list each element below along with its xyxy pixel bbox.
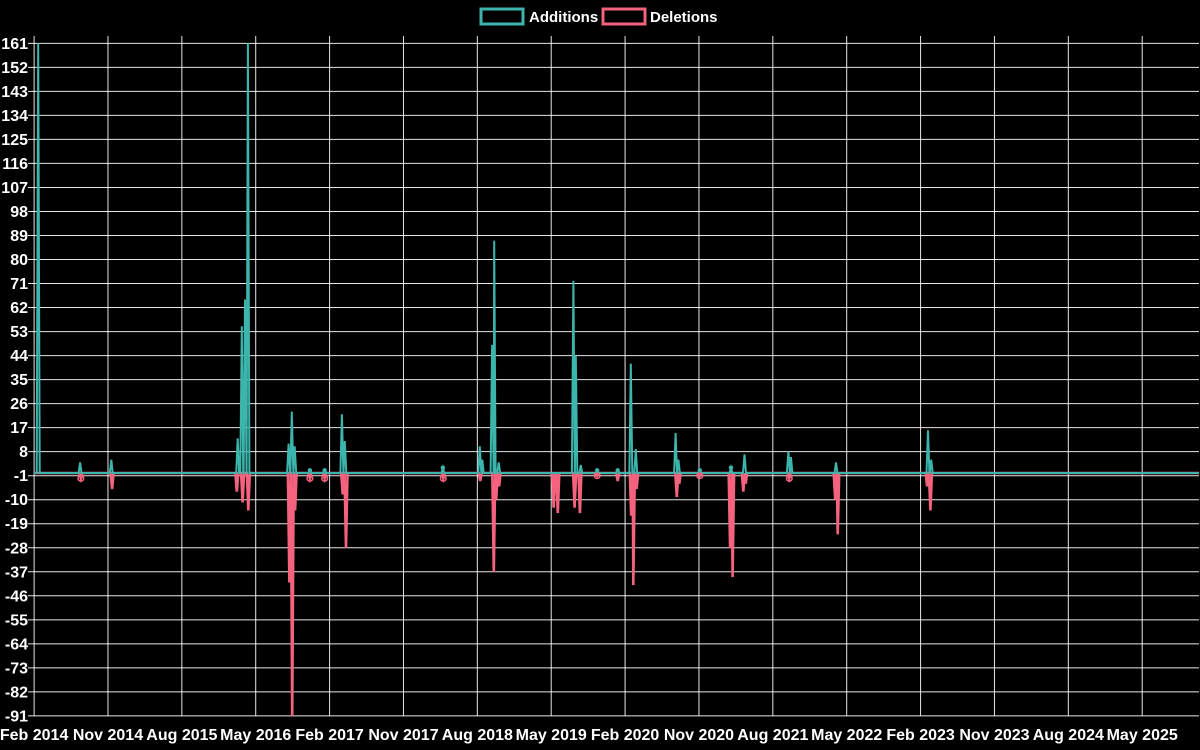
- additions-point-marker: [697, 468, 702, 473]
- additions-point-marker: [322, 468, 327, 473]
- x-tick-label: Nov 2017: [368, 727, 438, 744]
- x-tick-label: Feb 2017: [295, 727, 364, 744]
- x-tick-label: May 2022: [811, 727, 882, 744]
- deletions-point-marker: [696, 472, 704, 480]
- y-axis-tick-labels: 161 152 143 134 125 116 107 98 89 80 71 62 53 44 35 26 1…: [1, 36, 28, 726]
- legend-label-additions[interactable]: Additions: [529, 9, 598, 26]
- gridlines: [28, 36, 1199, 717]
- deletions-line: [34, 471, 1199, 716]
- deletions-point-marker: [306, 474, 314, 482]
- deletions-point-marker: [321, 474, 329, 482]
- deletions-point-marker: [593, 472, 601, 480]
- y-tick-label: -64: [5, 636, 28, 653]
- series-lines: [34, 43, 1199, 716]
- y-tick-label: -10: [5, 492, 28, 509]
- deletions-point-marker: [439, 474, 447, 482]
- y-tick-label: -37: [5, 564, 28, 581]
- x-tick-label: Aug 2015: [146, 727, 217, 744]
- additions-point-marker: [728, 465, 734, 470]
- x-tick-label: Aug 2021: [737, 727, 808, 744]
- y-tick-label: 89: [10, 228, 28, 245]
- y-tick-label: 152: [1, 60, 28, 77]
- y-tick-label: -73: [5, 660, 28, 677]
- legend-label-deletions[interactable]: Deletions: [650, 9, 718, 26]
- y-tick-label: 53: [10, 324, 28, 341]
- y-tick-label: 125: [1, 132, 28, 149]
- y-tick-label: 107: [1, 180, 28, 197]
- deletions-point-marker: [77, 474, 85, 482]
- y-tick-label: -82: [5, 684, 28, 701]
- y-tick-label: -1: [14, 468, 28, 485]
- x-tick-label: May 2019: [516, 727, 587, 744]
- y-tick-label: 98: [10, 204, 28, 221]
- x-tick-label: Aug 2018: [442, 727, 513, 744]
- x-tick-label: Nov 2014: [73, 727, 143, 744]
- additions-point-marker: [440, 465, 446, 470]
- legend-swatch-deletions[interactable]: [601, 7, 647, 26]
- additions-point-marker: [307, 468, 313, 473]
- x-tick-label: May 2016: [220, 727, 291, 744]
- x-tick-label: May 2025: [1107, 727, 1178, 744]
- x-tick-label: Nov 2023: [959, 727, 1029, 744]
- additions-line: [34, 43, 1199, 474]
- additions-point-marker: [594, 468, 600, 473]
- y-tick-label: 35: [10, 372, 28, 389]
- additions-point-marker: [615, 468, 620, 473]
- x-axis-tick-labels: Feb 2014 Nov 2014 Aug 2015 May 2016 Feb 2017…: [0, 727, 1178, 744]
- y-tick-label: 26: [10, 396, 28, 413]
- y-tick-label: 161: [1, 36, 28, 53]
- x-tick-label: Feb 2023: [886, 727, 955, 744]
- legend-swatch-additions[interactable]: [479, 7, 525, 26]
- y-tick-label: 44: [10, 348, 28, 365]
- x-tick-label: Aug 2024: [1033, 727, 1104, 744]
- y-tick-label: 116: [2, 156, 28, 173]
- x-tick-label: Feb 2020: [591, 727, 660, 744]
- y-tick-label: 143: [1, 84, 28, 101]
- y-tick-label: 71: [10, 276, 28, 293]
- y-tick-label: -91: [5, 708, 28, 725]
- y-tick-label: 80: [10, 252, 28, 269]
- x-tick-label: Nov 2020: [664, 727, 734, 744]
- y-tick-label: 62: [10, 300, 28, 317]
- y-tick-label: 8: [19, 444, 28, 461]
- y-tick-label: -28: [5, 540, 28, 557]
- y-tick-label: 17: [10, 420, 28, 437]
- y-tick-label: 134: [1, 108, 28, 125]
- y-tick-label: -19: [5, 516, 28, 533]
- deletions-point-marker: [785, 474, 793, 482]
- x-tick-label: Feb 2014: [0, 727, 68, 744]
- y-tick-label: -55: [5, 612, 28, 629]
- legend: Additions Deletions: [479, 7, 718, 26]
- y-tick-label: -46: [5, 588, 28, 605]
